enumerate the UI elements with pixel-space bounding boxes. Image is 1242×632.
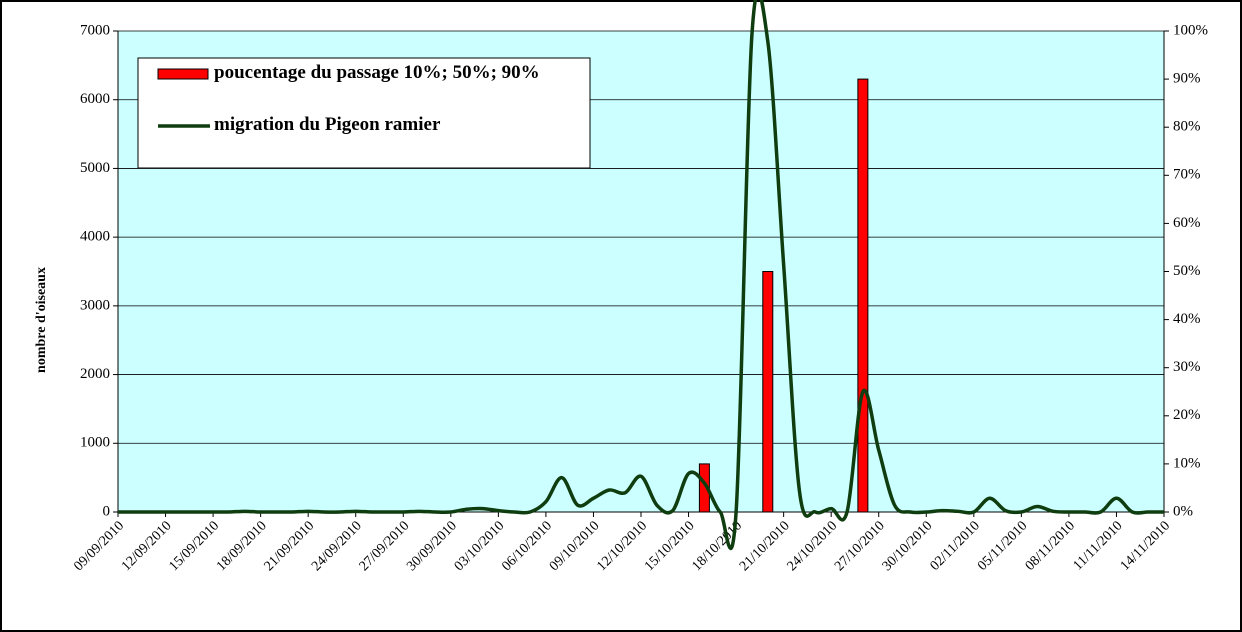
- y2-tick-label: 80%: [1173, 119, 1201, 135]
- line: [117, 0, 1164, 550]
- legend-label: poucentage du passage 10%; 50%; 90%: [214, 62, 540, 83]
- legend-swatch: [157, 68, 209, 80]
- y-axis-title: nombre d'oiseaux: [34, 267, 49, 373]
- y-tick-label: 4000: [80, 229, 110, 245]
- y2-tick-label: 20%: [1173, 407, 1201, 423]
- y2-tick-label: 90%: [1173, 71, 1201, 87]
- y-tick-label: 3000: [80, 297, 110, 313]
- y2-tick-label: 40%: [1173, 311, 1201, 327]
- legend-item: poucentage du passage 10%; 50%; 90%: [214, 62, 540, 83]
- y-tick-label: 7000: [80, 22, 110, 38]
- y-tick-label: 2000: [80, 366, 110, 382]
- y-tick-label: 5000: [80, 160, 110, 176]
- y-tick-label: 1000: [80, 435, 110, 451]
- y2-tick-label: 70%: [1173, 167, 1201, 183]
- legend-box: [137, 57, 591, 169]
- bar: [857, 78, 869, 513]
- y2-tick-label: 0%: [1173, 503, 1193, 519]
- legend-label: migration du Pigeon ramier: [214, 114, 441, 135]
- y2-tick-label: 10%: [1173, 455, 1201, 471]
- bar: [698, 463, 710, 513]
- y-tick-label: 6000: [80, 91, 110, 107]
- y-tick-label: 0: [103, 503, 111, 519]
- bar: [762, 271, 774, 513]
- y2-tick-label: 60%: [1173, 215, 1201, 231]
- legend-item: migration du Pigeon ramier: [214, 114, 441, 135]
- y2-tick-label: 100%: [1173, 22, 1208, 38]
- y2-tick-label: 30%: [1173, 359, 1201, 375]
- y2-tick-label: 50%: [1173, 263, 1201, 279]
